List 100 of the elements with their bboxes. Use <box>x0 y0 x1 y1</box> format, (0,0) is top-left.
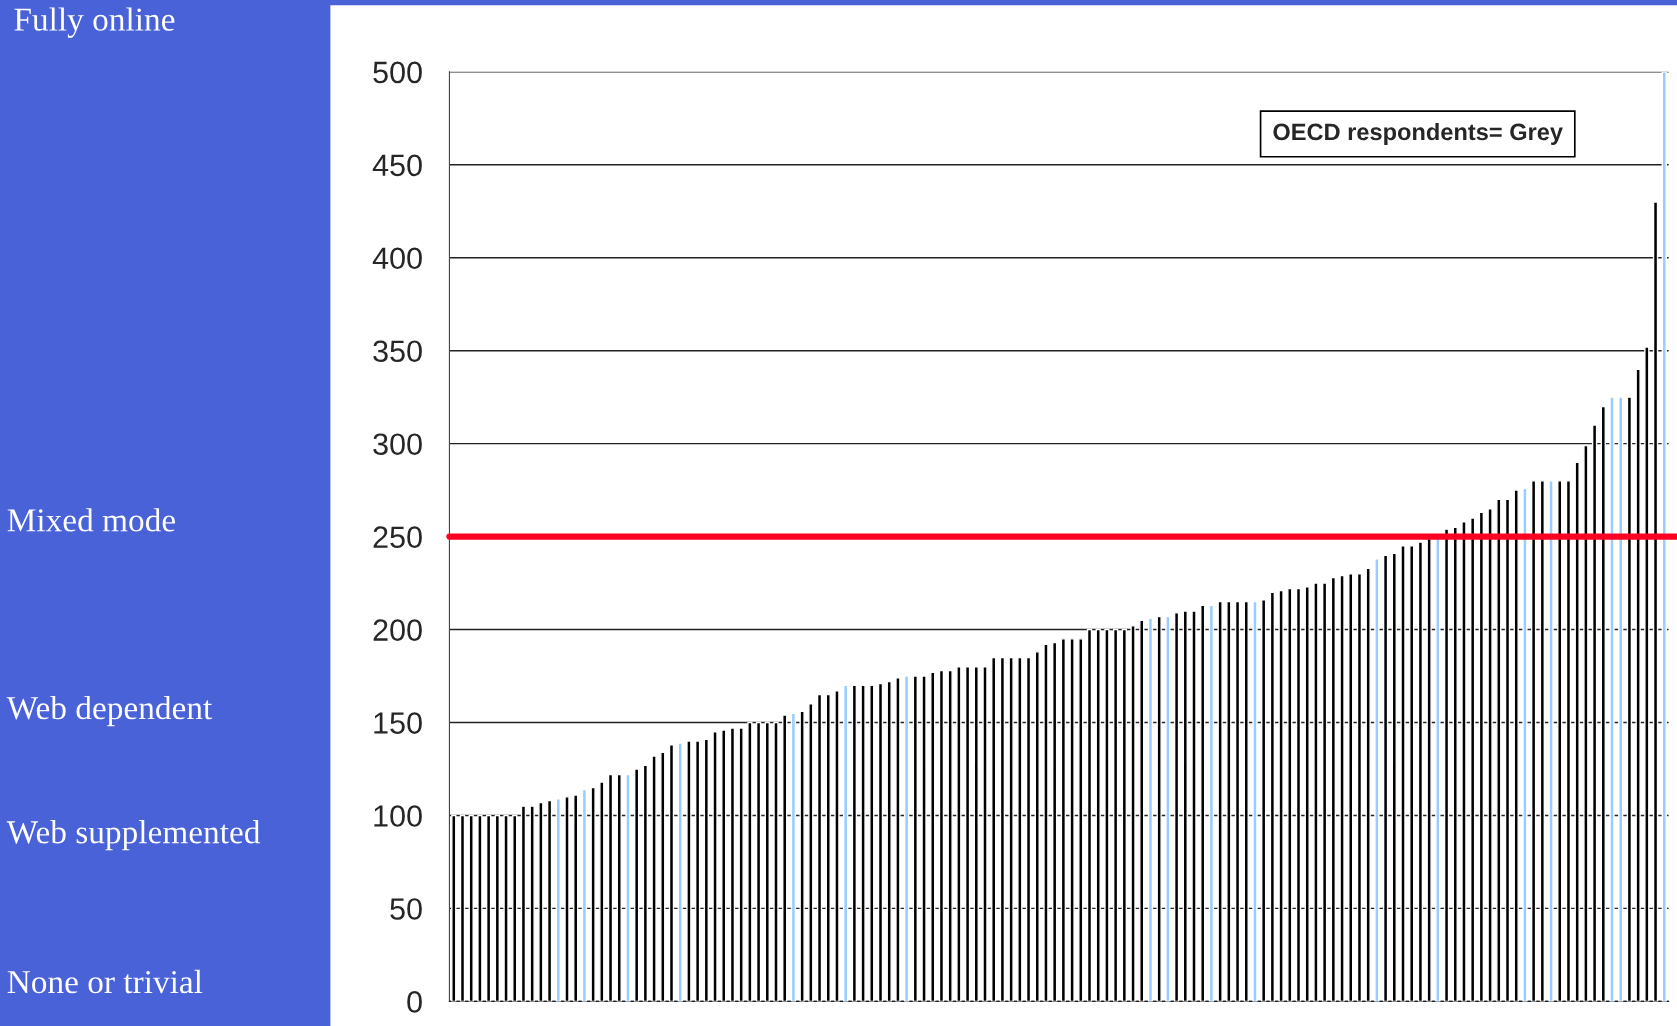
bar <box>1060 638 1067 1002</box>
bar <box>816 693 823 1002</box>
bar <box>686 740 692 1002</box>
bar <box>921 675 927 1002</box>
bar <box>546 799 553 1002</box>
bar <box>808 703 814 1002</box>
bar <box>581 788 588 1002</box>
bar <box>573 794 579 1002</box>
bar <box>1261 599 1267 1002</box>
bar <box>834 690 840 1002</box>
y-tick-label: 350 <box>373 340 422 363</box>
bar <box>607 773 614 1002</box>
bar <box>703 738 709 1002</box>
bar <box>1635 368 1641 1002</box>
bar <box>947 669 953 1002</box>
bar <box>860 684 866 1002</box>
bar <box>799 710 805 1002</box>
bar <box>1086 628 1093 1002</box>
bar <box>1139 619 1145 1002</box>
bar <box>1443 528 1450 1002</box>
bar <box>1652 201 1659 1002</box>
bar <box>1391 552 1397 1002</box>
bar <box>1217 600 1223 1002</box>
bar <box>1382 554 1389 1002</box>
bar <box>991 656 997 1002</box>
y-tick-label: 300 <box>373 433 422 456</box>
bar <box>1548 480 1554 1002</box>
bar <box>1600 405 1606 1002</box>
bar <box>555 798 561 1002</box>
bar <box>1252 600 1258 1002</box>
bar <box>590 786 596 1002</box>
text: None or trivial <box>7 969 203 994</box>
bar <box>1626 396 1633 1002</box>
bar <box>1487 508 1493 1002</box>
bar <box>1200 604 1206 1002</box>
bar <box>721 729 727 1002</box>
bar <box>1365 567 1371 1002</box>
bar <box>651 755 657 1002</box>
text: Web supplemented <box>6 820 261 851</box>
bar <box>1470 517 1476 1002</box>
bar <box>616 773 622 1002</box>
bar <box>729 727 736 1002</box>
bar <box>538 801 544 1002</box>
bar <box>869 684 875 1002</box>
bar <box>1557 480 1563 1002</box>
y-tick-label: 250 <box>373 526 422 548</box>
y-tick-label: 500 <box>373 61 422 84</box>
bar <box>512 814 518 1002</box>
bar <box>1504 498 1511 1002</box>
bar <box>625 773 631 1002</box>
bar <box>468 814 474 1002</box>
bar <box>677 742 683 1002</box>
bar <box>1409 545 1415 1002</box>
bar <box>1452 526 1458 1002</box>
bar <box>764 721 770 1002</box>
bar <box>1356 573 1363 1002</box>
bar <box>1104 628 1110 1002</box>
bar <box>1330 576 1336 1002</box>
bar <box>1374 558 1380 1002</box>
bar <box>1339 574 1345 1002</box>
bar <box>782 714 788 1002</box>
bar <box>712 731 718 1002</box>
bar <box>634 768 640 1002</box>
bar <box>1304 586 1310 1002</box>
bar <box>494 814 500 1002</box>
bar <box>1147 617 1154 1002</box>
bar <box>747 721 753 1002</box>
y-tick-label: 100 <box>374 805 422 827</box>
bar <box>1417 541 1424 1002</box>
bar <box>1034 651 1040 1002</box>
bar <box>1661 71 1667 1002</box>
bar <box>1618 396 1624 1002</box>
bar <box>1043 643 1049 1002</box>
bar <box>1173 612 1180 1002</box>
y-tick-label: 150 <box>374 712 422 734</box>
y-tick-label: 50 <box>390 898 422 920</box>
bar <box>1008 656 1014 1002</box>
bar <box>912 675 918 1002</box>
bar <box>564 796 570 1002</box>
bar <box>1400 545 1406 1002</box>
bar <box>1591 424 1598 1002</box>
bar <box>1574 461 1580 1002</box>
bar <box>694 740 701 1002</box>
bar <box>660 751 666 1002</box>
bar <box>503 814 509 1002</box>
bar <box>1226 600 1232 1002</box>
bar <box>1530 480 1537 1002</box>
bar <box>773 721 779 1002</box>
bar <box>1078 638 1084 1002</box>
bar <box>1565 480 1572 1002</box>
bar <box>1513 489 1519 1002</box>
y-tick-label: 0 <box>407 991 422 1013</box>
bar <box>1539 480 1545 1002</box>
bar <box>738 727 744 1002</box>
bar <box>1583 444 1589 1002</box>
bar <box>1522 487 1528 1002</box>
bar <box>1313 582 1319 1002</box>
y-tick-label: 400 <box>372 247 422 270</box>
bar <box>886 680 892 1002</box>
bar <box>843 684 849 1002</box>
